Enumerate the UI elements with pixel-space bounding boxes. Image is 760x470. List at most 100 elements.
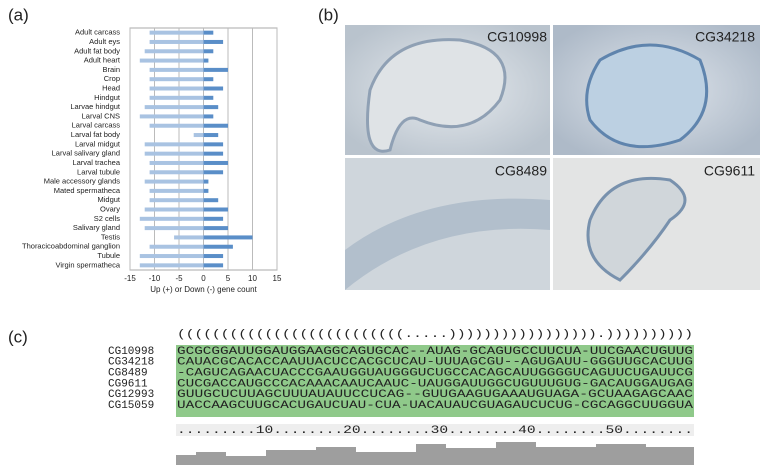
y-tick-label: Larval midgut	[75, 139, 121, 148]
ruler: .........10........20........30........4…	[177, 425, 693, 437]
x-tick-label: 5	[226, 274, 231, 283]
bar	[193, 133, 204, 138]
bar	[139, 216, 204, 221]
x-tick-label: -5	[175, 274, 183, 283]
bar	[149, 170, 204, 175]
conservation	[176, 442, 694, 465]
bar	[203, 77, 214, 82]
x-tick-label: 0	[201, 274, 206, 283]
y-tick-label: Thoracicoabdominal ganglion	[22, 242, 120, 251]
bar	[144, 49, 204, 54]
bar	[203, 39, 224, 44]
bar-chart: -15 -10 -5 0 5 10 15 Up (+) or Down (-) gene co…	[22, 27, 282, 294]
y-tick-label: Virgin spermatheca	[56, 260, 121, 269]
sequence-name: CG15059	[108, 400, 154, 412]
specimen	[586, 176, 687, 282]
y-tick-label: Larvae hindgut	[70, 102, 121, 111]
structure: ((((((((((((((((((((((((((.....)))))))))…	[177, 329, 693, 341]
x-tick-label: -15	[124, 274, 136, 283]
bar	[203, 30, 214, 35]
sequence: CUCGACCAUGCCCACAAACAAUCAAUC-UAUGGAUUGGCU…	[177, 378, 693, 390]
sequence: CAUACGCACACCAAUUACUCCACGCUCAU-UUUAGCGU--…	[177, 357, 693, 369]
y-tick-label: Brain	[102, 65, 120, 74]
x-tick-label: 15	[273, 274, 282, 283]
x-tick-label: 10	[248, 274, 257, 283]
y-tick-label: Adult fat body	[74, 46, 120, 55]
y-tick-label: Hindgut	[94, 93, 121, 102]
bar	[203, 207, 228, 212]
bar	[203, 67, 228, 72]
bar	[149, 198, 204, 203]
y-tick-label: Larval tubule	[77, 167, 120, 176]
bar	[203, 142, 224, 147]
y-tick-label: Larval trachea	[72, 158, 120, 167]
bar	[203, 179, 209, 184]
bar	[174, 235, 204, 240]
bar	[203, 133, 219, 138]
sequence: GUUGCUCUUAGCUUUAUAUUCCUCAG--GUUGAAGUGAAA…	[177, 389, 694, 401]
sequence: GCGCGGAUUGGAUGGAAGGCAGUGCAC--AUAG-GCAGUG…	[177, 346, 693, 358]
x-tick-label: -10	[149, 274, 161, 283]
bar	[139, 58, 204, 63]
y-tick-label: Larval salivary gland	[52, 149, 120, 158]
bar	[203, 105, 219, 110]
y-tick-label: Testis	[101, 232, 120, 241]
panel-label: (c)	[8, 327, 28, 346]
sequence-name: CG10998	[108, 346, 154, 358]
specimen	[585, 43, 709, 149]
y-tick-label: Crop	[104, 74, 120, 83]
bar	[144, 226, 204, 231]
sequence: UACCAAGCUUGCACUGAUCUAU-CUA-UACAUAUCGUAGA…	[177, 400, 694, 412]
bar	[144, 207, 204, 212]
sequence-name: CG9611	[108, 378, 148, 390]
bar	[149, 123, 204, 128]
bar	[139, 263, 204, 268]
bar	[203, 263, 224, 268]
y-tick-label: Head	[102, 83, 120, 92]
bar	[149, 86, 204, 91]
image-label: CG34218	[695, 29, 755, 45]
sequence: -CAGUCAGAACUACCCGAAUGGUAUGGGUCUGCCACAGCA…	[177, 368, 693, 380]
bar	[203, 170, 224, 175]
bar	[144, 105, 204, 110]
y-tick-label: Male accessory glands	[44, 177, 121, 186]
image-label: CG10998	[487, 29, 547, 45]
sequence-name: CG12993	[108, 389, 154, 401]
panel-label: (b)	[318, 5, 339, 24]
alignment-background	[176, 345, 694, 417]
bar	[149, 77, 204, 82]
bar	[203, 86, 224, 91]
bar	[149, 39, 204, 44]
sequence-name: CG8489	[108, 368, 148, 380]
bar	[203, 244, 233, 249]
bar	[149, 30, 204, 35]
bar	[203, 216, 224, 221]
y-tick-label: Tubule	[97, 251, 120, 260]
y-tick-label: Mated spermatheca	[54, 186, 121, 195]
bar	[139, 114, 204, 119]
bar	[203, 151, 224, 156]
bar	[144, 151, 204, 156]
bar	[203, 198, 219, 203]
bar	[203, 235, 253, 240]
specimen	[366, 38, 507, 153]
y-tick-label: Larval carcass	[72, 121, 121, 130]
y-tick-label: Larval CNS	[82, 111, 120, 120]
bar	[149, 244, 204, 249]
image-labels: CG10998 CG34218 CG8489 CG9611	[487, 29, 755, 179]
bar	[144, 142, 204, 147]
y-tick-label: Adult eys	[89, 37, 120, 46]
bar	[203, 188, 209, 193]
bar	[144, 179, 204, 184]
y-tick-label: S2 cells	[94, 214, 121, 223]
y-tick-label: Adult carcass	[75, 28, 120, 37]
bar	[203, 114, 214, 119]
bar	[203, 95, 214, 100]
bar	[139, 254, 204, 259]
y-tick-label: Adult heart	[84, 56, 121, 65]
panel-label: (a)	[8, 5, 29, 24]
bar	[203, 49, 214, 54]
bar	[203, 58, 209, 63]
micrographs	[345, 25, 760, 290]
